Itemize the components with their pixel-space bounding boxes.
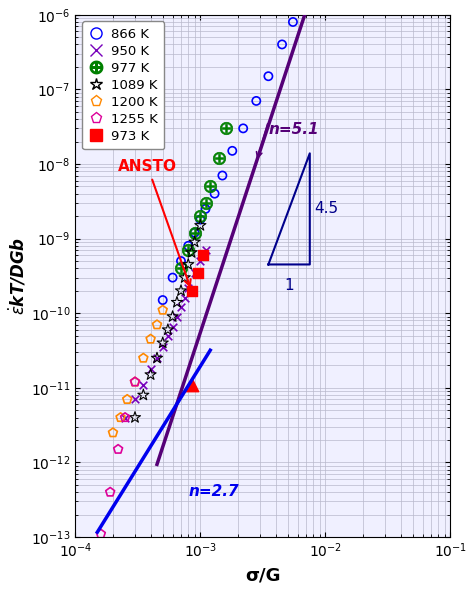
Point <box>106 488 114 497</box>
Point <box>114 444 122 454</box>
Point <box>211 189 219 199</box>
Point <box>139 390 147 400</box>
Point <box>147 364 155 374</box>
Point <box>215 153 222 163</box>
Point <box>184 245 192 255</box>
Point <box>188 380 195 389</box>
Point <box>197 256 204 266</box>
Point <box>169 312 176 322</box>
Point <box>153 353 161 363</box>
Point <box>184 283 192 293</box>
Point <box>117 413 124 422</box>
Point <box>289 17 297 27</box>
Point <box>191 237 199 246</box>
Point <box>131 377 139 387</box>
Point <box>159 343 166 352</box>
Point <box>177 303 185 312</box>
Point <box>139 353 147 363</box>
Legend: 866 K, 950 K, 977 K, 1089 K, 1200 K, 1255 K, 973 K: 866 K, 950 K, 977 K, 1089 K, 1200 K, 125… <box>82 21 164 150</box>
Point <box>181 273 189 282</box>
Point <box>197 215 204 224</box>
Point <box>121 413 129 422</box>
Text: n=5.1: n=5.1 <box>268 122 319 137</box>
Point <box>123 395 131 404</box>
Point <box>173 297 181 307</box>
Point <box>184 259 192 269</box>
Point <box>97 529 105 538</box>
Text: n=2.7: n=2.7 <box>188 485 239 499</box>
Point <box>191 268 199 277</box>
Text: 4.5: 4.5 <box>314 202 338 216</box>
Point <box>197 212 204 221</box>
Point <box>153 353 161 363</box>
Point <box>191 228 199 238</box>
Point <box>131 377 139 387</box>
Point <box>194 268 201 277</box>
Point <box>199 251 207 260</box>
Point <box>153 320 161 330</box>
Point <box>181 293 189 303</box>
Text: 1: 1 <box>284 278 294 293</box>
Point <box>147 335 155 344</box>
Point <box>169 323 176 332</box>
Point <box>109 428 117 437</box>
X-axis label: σ/G: σ/G <box>245 566 281 584</box>
Point <box>173 312 181 322</box>
Point <box>164 331 172 340</box>
Point <box>188 286 195 296</box>
Point <box>228 146 236 155</box>
Point <box>202 198 210 207</box>
Point <box>159 306 166 315</box>
Point <box>239 124 247 133</box>
Y-axis label: $\dot{\varepsilon}$kT/DGb: $\dot{\varepsilon}$kT/DGb <box>7 237 28 315</box>
Text: ANSTO: ANSTO <box>118 159 191 286</box>
Point <box>159 296 166 305</box>
Point <box>197 220 204 230</box>
Point <box>207 181 214 191</box>
Point <box>222 124 230 133</box>
Point <box>159 338 166 348</box>
Point <box>264 72 272 81</box>
Point <box>278 40 286 49</box>
Point <box>177 256 185 266</box>
Point <box>121 413 129 422</box>
Point <box>202 204 210 213</box>
Point <box>139 380 147 389</box>
Point <box>188 248 195 257</box>
Point <box>131 395 139 404</box>
Point <box>164 325 172 335</box>
Point <box>177 264 185 273</box>
Point <box>131 413 139 422</box>
Point <box>253 96 260 106</box>
Point <box>169 273 176 282</box>
Point <box>184 241 192 251</box>
Point <box>191 228 199 238</box>
Point <box>147 370 155 379</box>
Point <box>177 286 185 296</box>
Point <box>202 245 210 255</box>
Point <box>219 171 226 180</box>
